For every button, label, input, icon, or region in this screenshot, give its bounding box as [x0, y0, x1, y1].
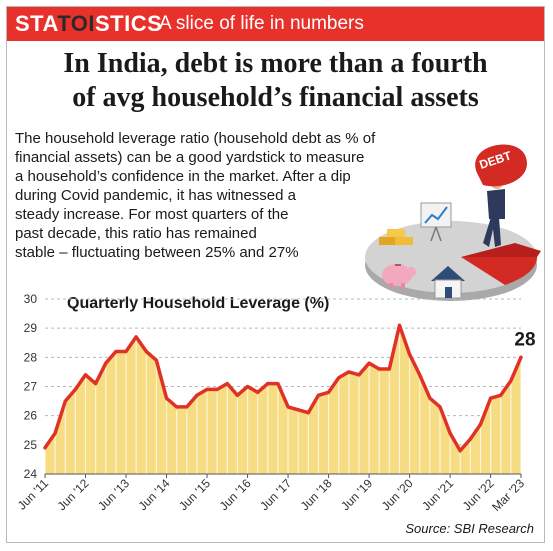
data-point: [519, 355, 523, 359]
pie-red-slice-top: [461, 243, 541, 257]
data-point: [276, 382, 280, 386]
data-point: [367, 361, 371, 365]
data-point: [225, 382, 229, 386]
data-point: [104, 361, 108, 365]
x-tick-label: Jun '14: [136, 476, 173, 513]
description-line: steady increase. For most quarters of th…: [15, 206, 289, 223]
x-tick-label: Jun '20: [379, 476, 416, 513]
data-point: [215, 387, 219, 391]
description-line: during Covid pandemic, it has witnessed …: [15, 187, 296, 204]
y-tick-label: 26: [24, 409, 38, 423]
x-tick-label: Jun '17: [257, 476, 294, 513]
data-point: [246, 385, 250, 388]
data-point: [185, 405, 189, 409]
data-point: [286, 405, 290, 409]
description-line: financial assets) can be a good yardstic…: [15, 149, 365, 166]
data-point: [509, 379, 513, 383]
data-point: [124, 350, 128, 353]
data-point: [398, 323, 401, 327]
data-point: [205, 387, 209, 391]
data-point: [438, 405, 442, 409]
data-point: [458, 449, 462, 453]
data-point: [296, 408, 300, 412]
brand-logo: STATOISTICS: [15, 11, 162, 37]
series-area: [45, 325, 521, 474]
data-point: [235, 393, 239, 397]
x-tick-label: Jun '13: [95, 476, 132, 513]
description-line: The household leverage ratio (household …: [15, 130, 376, 147]
x-tick-label: Jun '19: [338, 476, 375, 513]
data-point: [448, 431, 452, 435]
brand-part: STICS: [95, 11, 163, 36]
description-line: a household’s confidence in the market. …: [15, 168, 351, 185]
data-point: [408, 352, 412, 356]
headline-line: of avg household’s financial assets: [72, 82, 479, 113]
y-tick-label: 30: [24, 292, 38, 306]
data-point: [154, 358, 158, 362]
data-point: [144, 350, 148, 353]
data-point: [418, 373, 422, 377]
x-tick-label: Jun '11: [15, 476, 52, 513]
x-tick-label: Mar '23: [489, 476, 527, 514]
growth-chart-icon: [420, 202, 452, 242]
data-point: [337, 376, 341, 380]
x-tick-label: Jun '16: [217, 476, 254, 513]
data-point: [428, 396, 432, 400]
headline-line: In India, debt is more than a fourth: [63, 48, 488, 79]
banner-tagline: A slice of life in numbers: [159, 13, 364, 34]
y-tick-label: 28: [24, 350, 38, 364]
series-line: [43, 323, 523, 453]
x-tick-label: Jun '12: [55, 476, 92, 513]
gold-bars-icon: [379, 229, 413, 245]
brand-part: TOI: [57, 11, 95, 36]
data-point: [53, 431, 57, 435]
data-point: [387, 367, 391, 371]
data-point: [175, 405, 179, 409]
y-tick-label: 29: [24, 321, 38, 335]
data-point: [84, 373, 87, 377]
x-tick-label: Jun '15: [176, 476, 213, 513]
data-point: [165, 396, 168, 400]
debt-illustration: DEBT: [365, 144, 541, 301]
data-point: [94, 382, 98, 386]
data-point: [316, 393, 320, 397]
description: The household leverage ratio (household …: [15, 129, 375, 262]
description-line: past decade, this ratio has remained: [15, 225, 257, 242]
data-point: [468, 437, 472, 441]
x-tick-label: Jun '21: [419, 476, 456, 513]
data-point: [114, 350, 118, 353]
description-line: stable – fluctuating between 25% and 27%: [15, 244, 299, 261]
data-point: [43, 446, 47, 450]
data-point: [479, 422, 482, 426]
banner: STATOISTICS A slice of life in numbers: [7, 7, 544, 41]
y-tick-label: 24: [24, 467, 38, 481]
data-point: [195, 393, 199, 397]
infographic-card: STATOISTICS A slice of life in numbers I…: [6, 6, 545, 543]
data-point: [357, 373, 361, 377]
house-icon: [431, 266, 465, 299]
data-point: [377, 367, 381, 371]
data-point: [327, 390, 331, 394]
data-point: [499, 393, 503, 397]
man-carrying-debt-icon: DEBT: [475, 144, 527, 247]
data-point: [134, 335, 138, 339]
data-point: [63, 399, 67, 403]
headline: In India, debt is more than a fourth of …: [7, 47, 544, 115]
y-tick-label: 27: [24, 380, 38, 394]
brand-part: STA: [15, 11, 58, 36]
source-note: Source: SBI Research: [405, 521, 534, 536]
y-tick-label: 25: [24, 438, 38, 452]
data-point: [256, 390, 260, 394]
data-point: [306, 411, 310, 415]
data-point: [489, 396, 493, 400]
piggy-bank-icon: [382, 264, 416, 289]
data-point: [73, 387, 77, 391]
last-value-label: 28: [514, 329, 535, 350]
pie-red-slice: [461, 255, 538, 285]
data-point: [266, 382, 270, 386]
data-point: [347, 370, 351, 374]
x-tick-label: Jun '18: [298, 476, 335, 513]
